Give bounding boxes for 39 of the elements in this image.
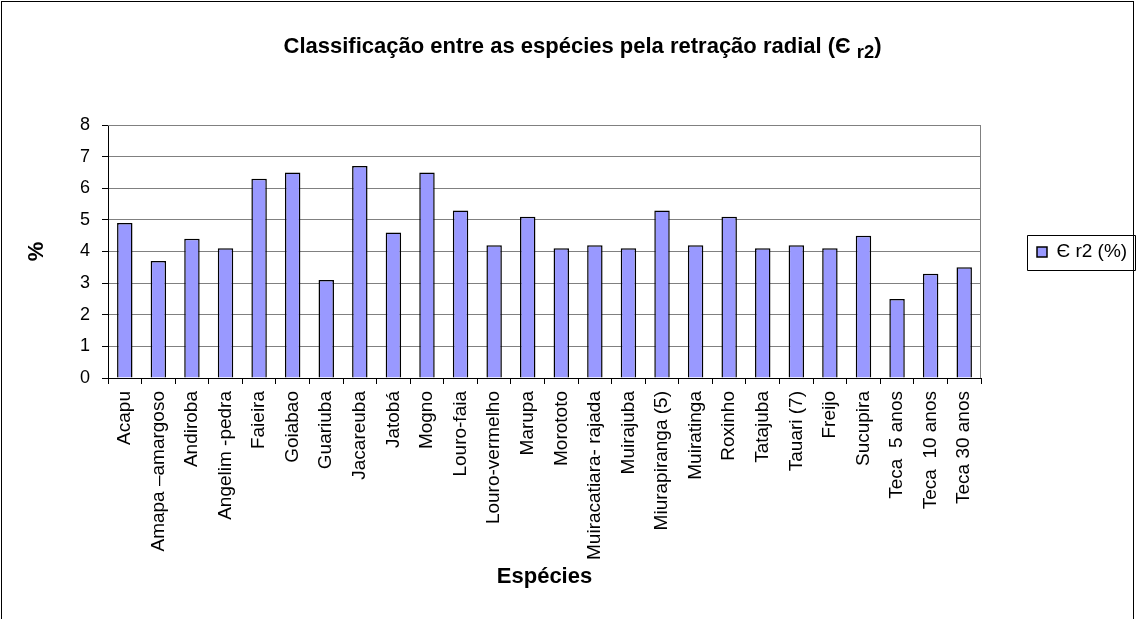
x-tick-label: Muiratinga: [683, 390, 705, 480]
x-tick-label: Roxinho: [717, 391, 739, 461]
x-tick-label: Jacareuba: [348, 390, 370, 480]
x-tick-label: Freijo: [818, 391, 840, 439]
x-tick-label: Tauari (7): [784, 391, 806, 472]
y-tick-label: 6: [79, 177, 90, 198]
x-tick-label: Faieira: [247, 390, 269, 450]
y-tick-label: 3: [79, 272, 90, 293]
y-tick-label: 4: [79, 240, 90, 261]
x-axis-title: Espécies: [496, 562, 593, 588]
x-tick-label: Louro-vermelho: [482, 391, 504, 525]
x-tick-label: Miurapiranga (5): [650, 391, 672, 531]
x-tick-label: Amapa –amargoso: [146, 391, 168, 552]
x-tick-label: Jatobá: [381, 390, 403, 449]
x-tick-label: Angelim -pedra: [213, 390, 235, 520]
x-tick-label: Goiabao: [280, 391, 302, 463]
x-tick-label: Teca 10 anos: [918, 391, 940, 510]
y-tick-label: 0: [79, 366, 90, 387]
x-tick-label: Muiracatiara- rajada: [583, 390, 605, 560]
y-axis-title: %: [23, 241, 49, 262]
legend-label: Є r2 (%): [1056, 240, 1128, 262]
x-tick-label: Morototo: [549, 391, 571, 466]
x-tick-label: Marupa: [515, 390, 537, 456]
x-tick-label: Muirajuba: [616, 390, 638, 475]
chart-title: Classificação entre as espécies pela retração radial (Є $_{r2}$): [282, 33, 883, 65]
x-tick-label: Teca 5 anos: [885, 391, 907, 499]
x-tick-label: Guariuba: [314, 390, 336, 470]
x-tick-label: Mogno: [415, 391, 437, 450]
y-tick-label: 7: [79, 145, 90, 166]
x-tick-label: Andiroba: [180, 390, 202, 468]
x-tick-label: Sucupira: [851, 390, 873, 466]
x-tick-label: Teca 30 anos: [952, 391, 974, 505]
y-tick-label: 2: [79, 303, 90, 324]
x-tick-label: Acapu: [113, 391, 135, 445]
x-tick-label: Louro-faia: [448, 390, 470, 477]
y-tick-label: 1: [79, 335, 90, 356]
y-tick-label: 8: [79, 113, 90, 134]
x-tick-label: Tatajuba: [750, 390, 772, 463]
y-tick-label: 5: [79, 208, 90, 229]
